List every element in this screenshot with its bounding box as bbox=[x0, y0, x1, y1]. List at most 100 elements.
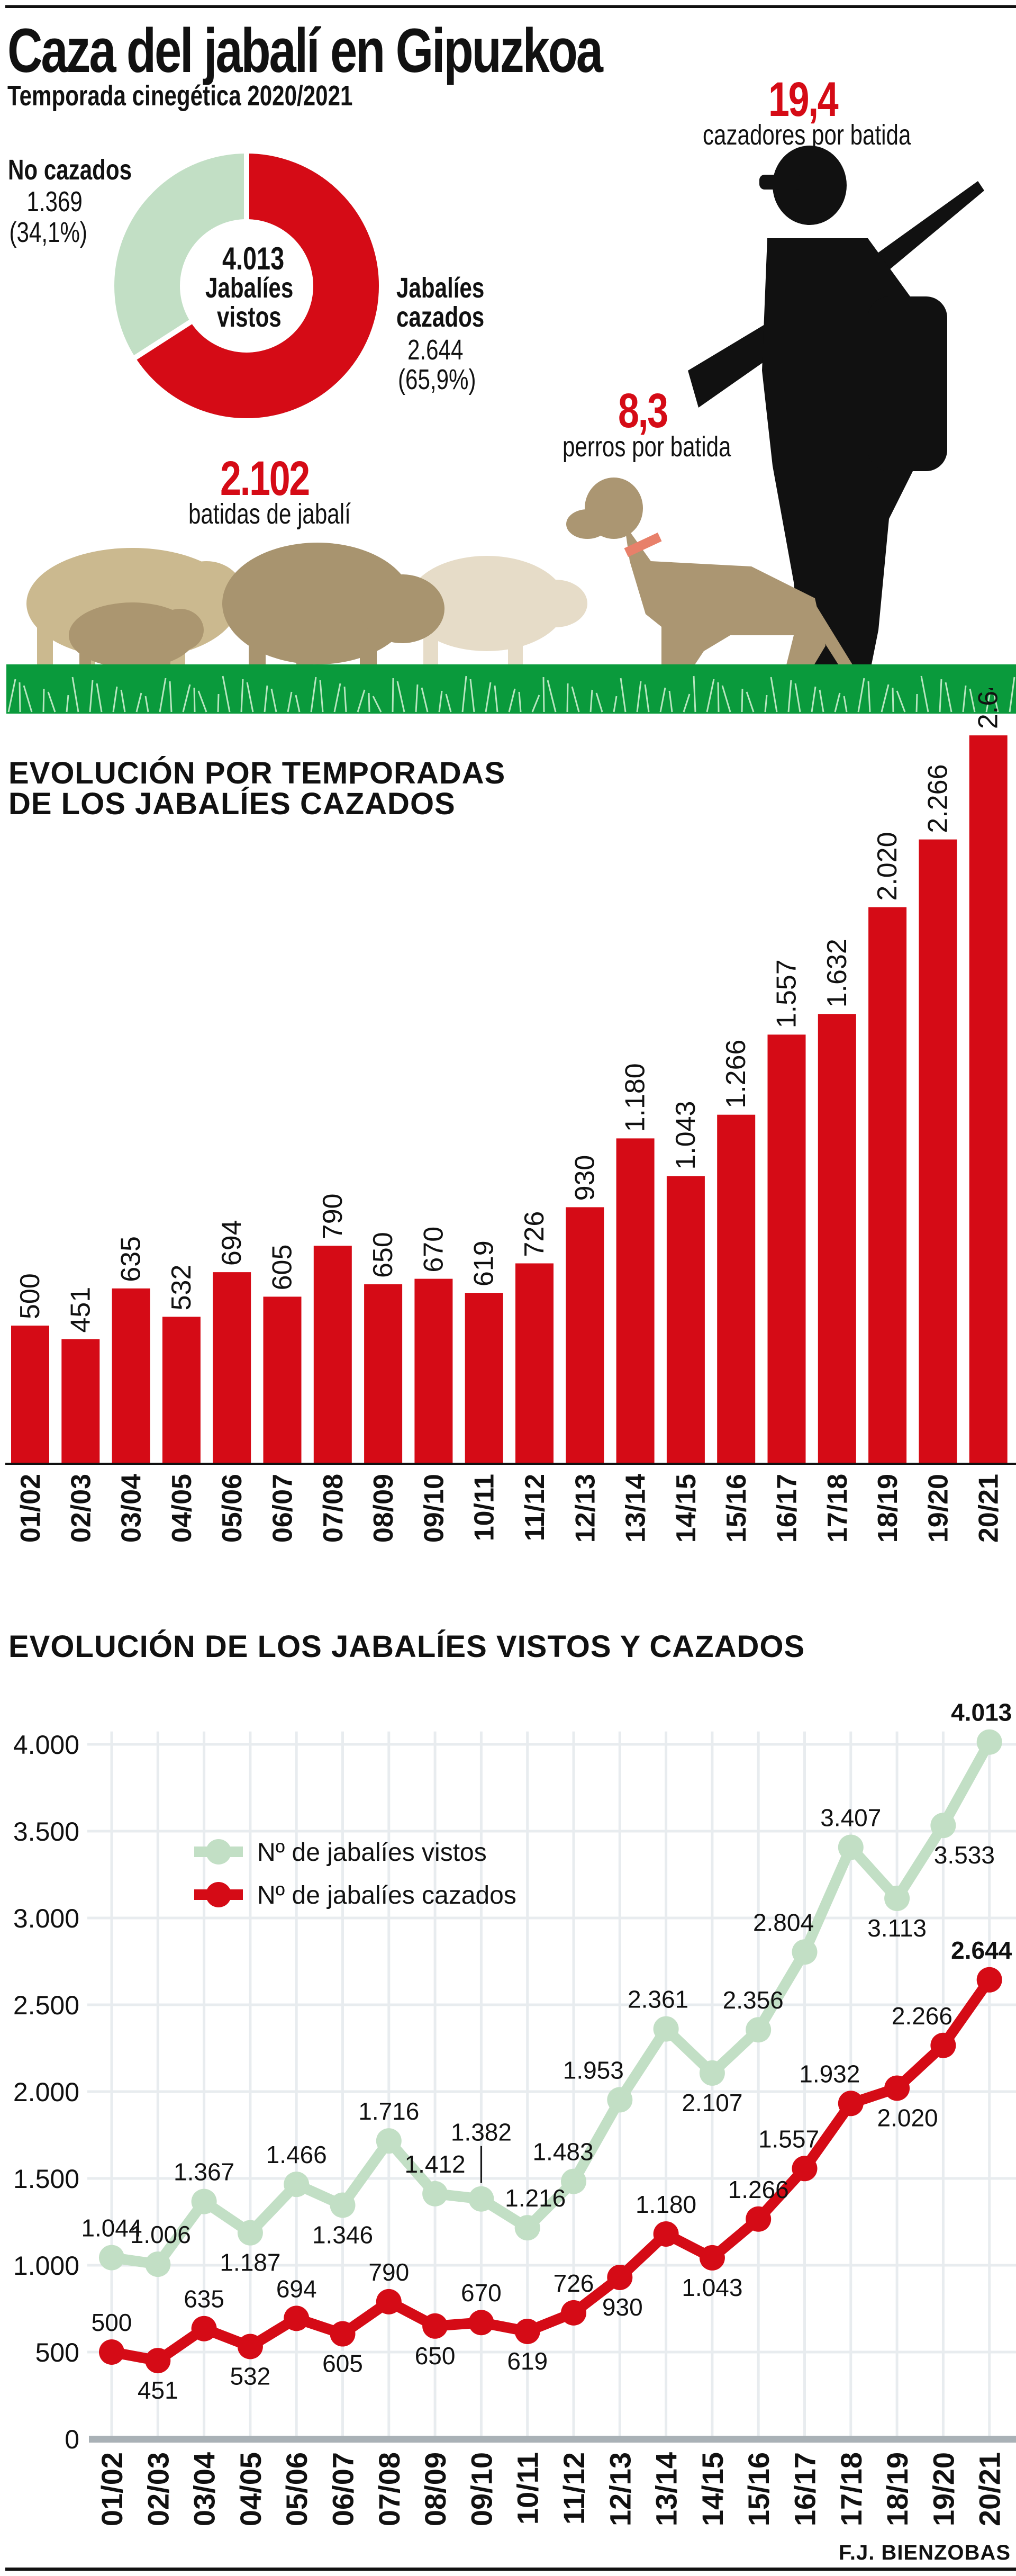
data-point bbox=[284, 2172, 310, 2197]
boar-icon bbox=[222, 543, 444, 680]
bar-value-label: 930 bbox=[569, 1155, 600, 1201]
bar bbox=[717, 1114, 756, 1463]
grass-blade bbox=[962, 685, 967, 713]
bar bbox=[616, 1138, 655, 1463]
grass-blade bbox=[494, 685, 498, 713]
bar bbox=[465, 1293, 503, 1463]
x-category-label: 12/13 bbox=[603, 2452, 637, 2526]
bar-category-label: 20/21 bbox=[974, 1474, 1004, 1543]
data-label: 3.407 bbox=[820, 1804, 881, 1832]
data-point bbox=[653, 2016, 679, 2042]
grass-blade bbox=[96, 683, 103, 713]
bar bbox=[868, 907, 907, 1463]
data-label: 1.367 bbox=[174, 2158, 234, 2186]
data-point bbox=[792, 2156, 818, 2182]
data-label: 2.644 bbox=[951, 1936, 1012, 1964]
grass-blade bbox=[881, 684, 890, 713]
x-category-label: 20/21 bbox=[973, 2452, 1006, 2526]
x-axis-line bbox=[89, 2436, 1016, 2443]
page-title: Caza del jabalí en Gipuzkoa bbox=[7, 16, 603, 86]
grass-blade bbox=[764, 695, 768, 713]
data-label: 3.533 bbox=[934, 1841, 995, 1869]
data-label: 2.266 bbox=[892, 2002, 952, 2030]
bar-value-label: 605 bbox=[267, 1245, 298, 1291]
data-point bbox=[422, 2313, 448, 2339]
grass-blade bbox=[144, 696, 149, 713]
data-point bbox=[376, 2128, 402, 2154]
y-tick-label: 3.500 bbox=[13, 1817, 79, 1847]
grass-blade bbox=[71, 677, 79, 713]
data-label: 1.557 bbox=[758, 2125, 819, 2152]
bar-value-label: 619 bbox=[469, 1240, 500, 1286]
x-category-label: 15/16 bbox=[742, 2452, 775, 2526]
data-point bbox=[99, 2245, 124, 2271]
dog-collar-icon bbox=[624, 533, 662, 557]
grass-blade bbox=[287, 691, 293, 713]
not-hunted-value: 1.369 bbox=[26, 186, 83, 218]
top-rule bbox=[5, 5, 1016, 8]
dogs-per-hunt-value: 8,3 bbox=[618, 384, 668, 438]
grass-blade bbox=[421, 687, 429, 713]
grass-blade bbox=[217, 693, 220, 713]
bar-value-label: 2.020 bbox=[872, 832, 903, 900]
data-label: 605 bbox=[322, 2350, 363, 2377]
grass-blade bbox=[659, 687, 666, 713]
bar-value-label: 790 bbox=[318, 1193, 348, 1239]
grass-blade bbox=[89, 680, 94, 713]
not-hunted-label: No cazados bbox=[8, 154, 132, 186]
boar-icon bbox=[407, 556, 587, 675]
bar-category-label: 13/14 bbox=[621, 1474, 651, 1543]
bar-category-label: 16/17 bbox=[772, 1474, 803, 1543]
x-category-label: 10/11 bbox=[511, 2452, 545, 2525]
x-category-label: 13/14 bbox=[650, 2452, 683, 2526]
legend-marker bbox=[206, 1839, 231, 1865]
data-label: 2.361 bbox=[628, 1986, 688, 2013]
data-point bbox=[653, 2221, 679, 2247]
data-point bbox=[884, 1885, 910, 1911]
bar-category-label: 01/02 bbox=[15, 1474, 46, 1543]
data-point bbox=[930, 1813, 956, 1839]
hunted-pct: (65,9%) bbox=[398, 364, 476, 395]
data-point bbox=[699, 2060, 725, 2086]
data-point bbox=[838, 2091, 864, 2116]
hunter-silhouette-icon bbox=[688, 146, 984, 688]
data-point bbox=[145, 2348, 171, 2374]
data-label: 635 bbox=[184, 2285, 224, 2313]
data-label: 2.107 bbox=[682, 2089, 742, 2116]
data-label: 790 bbox=[368, 2258, 409, 2286]
grass-blade bbox=[867, 681, 871, 713]
bottom-rule bbox=[5, 2568, 1016, 2571]
bar bbox=[213, 1272, 251, 1463]
bar-category-label: 18/19 bbox=[873, 1474, 903, 1543]
bar-category-label: 09/10 bbox=[419, 1474, 449, 1543]
data-label: 1.044 bbox=[81, 2214, 142, 2242]
grass-blade bbox=[310, 677, 317, 713]
grass-blade bbox=[270, 688, 277, 713]
donut-chart bbox=[114, 150, 379, 418]
data-label: 500 bbox=[92, 2309, 132, 2336]
grass-blade bbox=[595, 692, 603, 713]
bar-category-label: 05/06 bbox=[217, 1474, 248, 1543]
grass-blade bbox=[969, 688, 976, 713]
bar-category-label: 19/20 bbox=[923, 1474, 954, 1543]
bar bbox=[61, 1339, 100, 1463]
data-point bbox=[422, 2181, 448, 2206]
grass-blade bbox=[636, 681, 642, 713]
grass-blade bbox=[787, 680, 792, 713]
donut-gap bbox=[131, 318, 195, 362]
data-label: 532 bbox=[230, 2363, 271, 2390]
boar-icon bbox=[69, 602, 204, 678]
donut-center-value: 4.013 bbox=[222, 241, 285, 276]
data-point bbox=[376, 2289, 402, 2314]
data-label: 2.020 bbox=[877, 2104, 938, 2131]
bar-category-label: 11/12 bbox=[520, 1474, 550, 1541]
bar bbox=[414, 1278, 453, 1463]
data-label: 1.466 bbox=[266, 2141, 327, 2168]
bar-chart-title: EVOLUCIÓN POR TEMPORADAS DE LOS JABALÍES… bbox=[8, 758, 505, 819]
bar bbox=[919, 839, 957, 1463]
x-category-label: 14/15 bbox=[696, 2452, 729, 2526]
data-label: 650 bbox=[415, 2342, 456, 2370]
grass-blade bbox=[571, 686, 580, 713]
grass-blade bbox=[644, 684, 650, 713]
grass-blade bbox=[843, 696, 848, 713]
